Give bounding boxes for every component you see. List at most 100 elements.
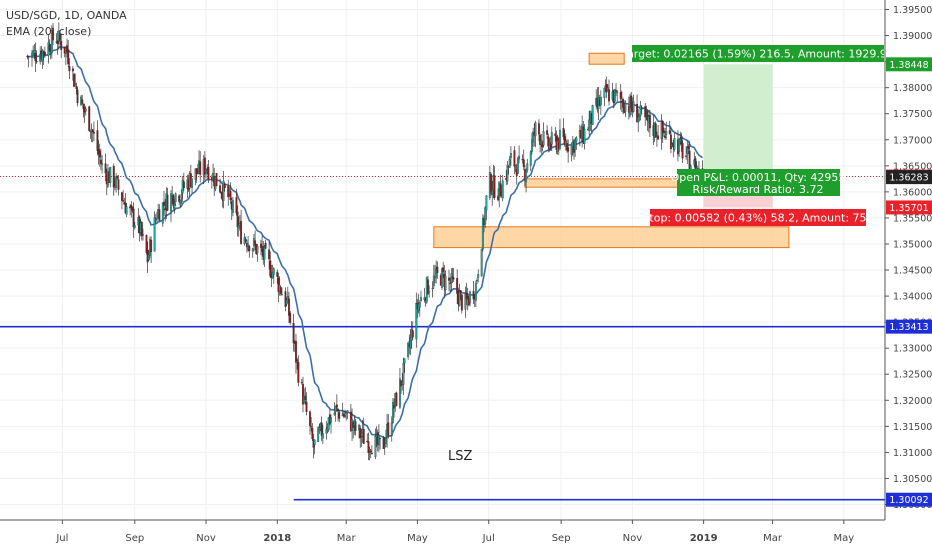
candle-body xyxy=(665,131,668,135)
y-tick-label: 1.36000 xyxy=(893,187,932,198)
stop-label: Stop: 0.00582 (0.43%) 58.2, Amount: 750 xyxy=(642,212,873,225)
candle-body xyxy=(292,323,295,343)
candle-body xyxy=(88,106,91,131)
candle-body xyxy=(256,246,259,253)
candle-body xyxy=(398,378,401,408)
candle-body xyxy=(240,220,243,244)
candle-body xyxy=(603,88,606,98)
y-tick-label: 1.39500 xyxy=(893,5,932,16)
horizontal-levels[interactable] xyxy=(0,176,885,501)
candle-body xyxy=(599,97,602,106)
candle-body xyxy=(686,147,689,154)
candle-body xyxy=(43,51,46,56)
candle-body xyxy=(35,61,38,63)
candle-body xyxy=(575,137,578,143)
candle-body xyxy=(669,134,672,150)
price-tag-box xyxy=(886,170,932,185)
candle-body xyxy=(534,122,537,137)
candle-body xyxy=(170,193,172,212)
y-tick-label: 1.35500 xyxy=(893,213,932,224)
candle-body xyxy=(514,165,517,168)
candle-body xyxy=(444,275,447,291)
candle-body xyxy=(485,195,488,211)
candle-body xyxy=(244,239,247,242)
candle-body xyxy=(73,73,76,87)
candle-body xyxy=(382,436,385,449)
candle-body xyxy=(608,89,610,102)
candle-body xyxy=(269,260,272,277)
candle-body xyxy=(409,337,412,348)
candle-body xyxy=(390,422,393,436)
candle-body xyxy=(300,381,303,384)
candle-body xyxy=(403,358,406,364)
candle-body xyxy=(231,200,234,213)
candle-body xyxy=(215,173,218,187)
candle-body xyxy=(549,142,552,148)
candle-body xyxy=(395,392,398,406)
zones[interactable] xyxy=(433,52,790,249)
candle-body xyxy=(521,159,524,161)
candle-body xyxy=(147,254,150,261)
price-tag-box xyxy=(886,200,932,215)
candle-body xyxy=(67,50,70,65)
candle-body xyxy=(223,183,226,189)
candle-body xyxy=(644,106,647,118)
x-tick-label: May xyxy=(833,533,854,544)
candle-body xyxy=(333,412,336,415)
candle-body xyxy=(431,287,434,289)
candle-body xyxy=(654,123,657,138)
candle-body xyxy=(491,191,494,195)
candle-body xyxy=(632,101,635,112)
candle-body xyxy=(313,439,316,445)
candle-body xyxy=(281,294,283,296)
candle-body xyxy=(622,99,624,108)
candle-body xyxy=(567,147,570,152)
candle-body xyxy=(229,191,232,201)
candle-body xyxy=(526,163,529,171)
candle-body xyxy=(154,219,157,221)
candle-body xyxy=(469,291,471,304)
candle-body xyxy=(68,66,71,72)
chart-title: USD/SGD, 1D, OANDA xyxy=(6,9,127,22)
candle-body xyxy=(402,362,405,385)
y-tick-label: 1.38000 xyxy=(893,83,932,94)
candle-body xyxy=(415,303,418,340)
candle-body xyxy=(358,425,361,431)
candle-body xyxy=(640,108,643,110)
price-tag-box xyxy=(886,319,932,334)
candle-body xyxy=(338,412,341,419)
candle-body xyxy=(219,185,222,193)
y-tick-label: 1.34500 xyxy=(893,266,932,277)
y-tick-label: 1.33000 xyxy=(893,344,932,355)
open-pnl-label: Open P&L: 0.00011, Qty: 42955 xyxy=(671,171,846,184)
candle-body xyxy=(539,135,542,145)
candle-body xyxy=(574,139,577,151)
price-tag-box xyxy=(886,57,932,72)
candle-body xyxy=(264,242,267,249)
candle-body xyxy=(254,240,257,245)
candle-body xyxy=(296,359,299,362)
candle-body xyxy=(288,298,290,316)
stop-label-box xyxy=(650,209,866,226)
candle-body xyxy=(279,287,282,294)
x-tick-label: Sep xyxy=(125,533,144,544)
candle-body xyxy=(566,143,568,151)
candle-body xyxy=(173,204,176,208)
price-tag: 1.38448 xyxy=(889,60,928,71)
candle-body xyxy=(318,429,321,431)
candle-body xyxy=(484,207,487,225)
candle-body xyxy=(637,117,640,123)
candle-body xyxy=(509,153,512,159)
candle-body xyxy=(335,404,338,408)
x-tick-label: Mar xyxy=(763,533,783,544)
candle-body xyxy=(75,85,78,89)
long-position-tool[interactable]: Target: 0.02165 (1.59%) 216.5, Amount: 1… xyxy=(621,45,894,226)
candle-body xyxy=(664,135,667,138)
candle-body xyxy=(606,87,609,91)
candle-body xyxy=(418,302,421,308)
candle-body xyxy=(513,150,516,167)
candle-body xyxy=(588,119,591,132)
candle-body xyxy=(71,68,74,72)
